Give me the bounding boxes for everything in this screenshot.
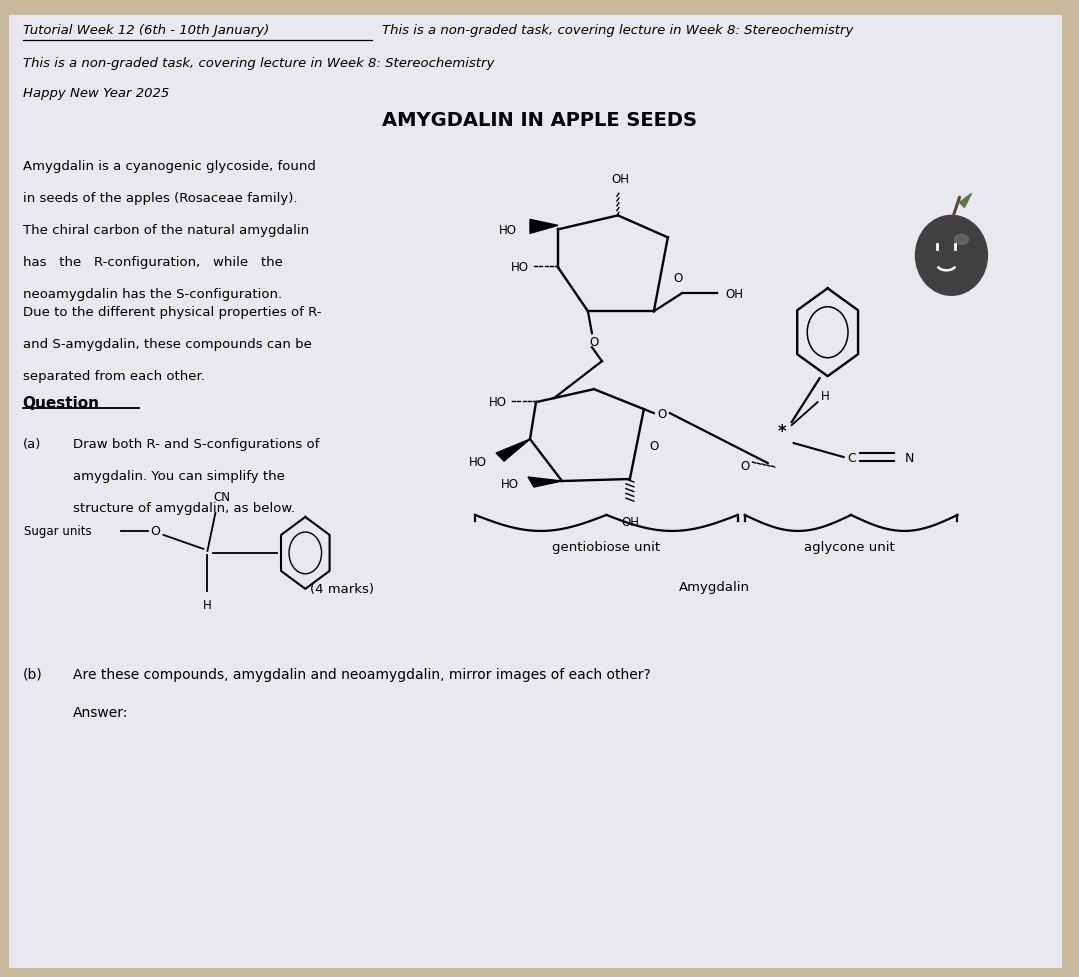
Text: has   the   R-configuration,   while   the: has the R-configuration, while the — [23, 256, 283, 269]
Text: Are these compounds, amygdalin and neoamygdalin, mirror images of each other?: Are these compounds, amygdalin and neoam… — [72, 667, 651, 681]
Text: This is a non-graded task, covering lecture in Week 8: Stereochemistry: This is a non-graded task, covering lect… — [382, 23, 853, 36]
Text: Answer:: Answer: — [72, 705, 128, 719]
Text: AMYGDALIN IN APPLE SEEDS: AMYGDALIN IN APPLE SEEDS — [382, 111, 697, 130]
Ellipse shape — [915, 216, 987, 296]
Text: Draw both R- and S-configurations of: Draw both R- and S-configurations of — [72, 438, 319, 450]
Text: Amygdalin: Amygdalin — [680, 580, 750, 594]
Polygon shape — [959, 194, 971, 208]
Text: and S-amygdalin, these compounds can be: and S-amygdalin, these compounds can be — [23, 338, 312, 351]
Text: in seeds of the apples (Rosaceae family).: in seeds of the apples (Rosaceae family)… — [23, 192, 297, 205]
Text: O: O — [740, 459, 749, 472]
Text: *: * — [777, 423, 786, 441]
Text: amygdalin. You can simplify the: amygdalin. You can simplify the — [72, 470, 285, 483]
Polygon shape — [496, 440, 530, 461]
Text: Amygdalin is a cyanogenic glycoside, found: Amygdalin is a cyanogenic glycoside, fou… — [23, 160, 315, 173]
Polygon shape — [528, 478, 562, 488]
Text: OH: OH — [726, 287, 743, 301]
Text: O: O — [151, 525, 161, 538]
Text: Sugar units: Sugar units — [24, 525, 92, 538]
Text: (a): (a) — [23, 438, 41, 450]
Text: HO: HO — [501, 477, 519, 490]
Text: HO: HO — [489, 396, 507, 408]
Text: separated from each other.: separated from each other. — [23, 369, 205, 383]
Ellipse shape — [955, 235, 969, 245]
Polygon shape — [530, 220, 558, 234]
Text: N: N — [905, 451, 914, 464]
Text: C: C — [847, 451, 856, 464]
Text: Due to the different physical properties of R-: Due to the different physical properties… — [23, 306, 322, 319]
Text: Tutorial Week 12 (6th - 10th January): Tutorial Week 12 (6th - 10th January) — [23, 23, 269, 36]
Text: HO: HO — [511, 261, 529, 274]
Text: (4 marks): (4 marks) — [311, 582, 374, 595]
Text: CN: CN — [213, 491, 230, 504]
Text: H: H — [203, 599, 211, 612]
Text: O: O — [650, 439, 658, 452]
Text: Happy New Year 2025: Happy New Year 2025 — [23, 87, 169, 100]
Text: Question: Question — [23, 396, 99, 410]
Text: HO: HO — [469, 455, 487, 468]
Text: The chiral carbon of the natural amygdalin: The chiral carbon of the natural amygdal… — [23, 224, 309, 237]
Text: OH: OH — [611, 173, 629, 187]
Text: gentiobiose unit: gentiobiose unit — [551, 541, 660, 554]
Text: aglycone unit: aglycone unit — [804, 541, 894, 554]
Text: structure of amygdalin, as below.: structure of amygdalin, as below. — [72, 501, 295, 515]
Text: OH: OH — [620, 516, 639, 529]
Text: O: O — [657, 407, 667, 420]
FancyBboxPatch shape — [9, 16, 1063, 968]
Text: (b): (b) — [23, 667, 42, 681]
Text: HO: HO — [500, 224, 517, 236]
Text: O: O — [589, 335, 599, 349]
Text: This is a non-graded task, covering lecture in Week 8: Stereochemistry: This is a non-graded task, covering lect… — [23, 57, 494, 69]
Text: O: O — [673, 272, 682, 284]
Text: neoamygdalin has the S-configuration.: neoamygdalin has the S-configuration. — [23, 288, 282, 301]
Text: H: H — [821, 389, 830, 403]
